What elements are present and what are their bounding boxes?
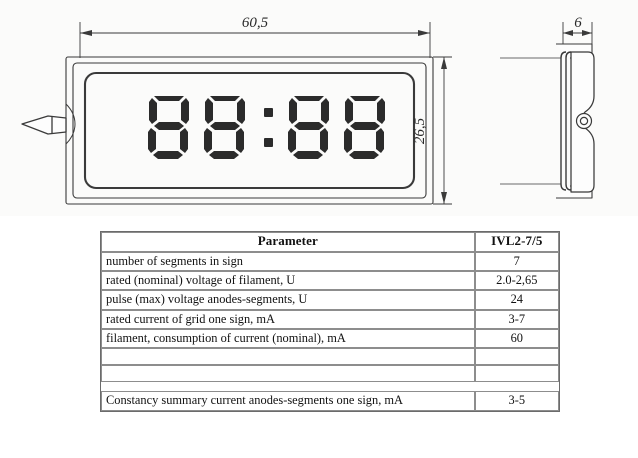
cell-parameter: Constancy summary current anodes-segment… <box>101 391 475 411</box>
cell-parameter <box>101 365 475 383</box>
height-dimension-label: 26,5 <box>412 117 428 144</box>
cell-value <box>474 348 559 366</box>
table-header-row: Parameter IVL2-7/5 <box>101 232 559 252</box>
cell-parameter: rated (nominal) voltage of filament, U <box>101 271 475 291</box>
outline-drawing-svg: 60,5 26,5 6 <box>21 15 595 205</box>
cell-value: 3-5 <box>474 391 559 411</box>
width-dimension-line <box>80 30 430 36</box>
table-row-empty <box>101 365 559 383</box>
cell-value: 60 <box>474 329 559 349</box>
table-row: rated current of grid one sign, mA 3-7 <box>101 309 559 329</box>
table-spacer-row <box>101 382 559 391</box>
cell-parameter: number of segments in sign <box>101 251 475 272</box>
cell-value: 2.0-2,65 <box>474 271 559 291</box>
table-row: filament, consumption of current (nomina… <box>101 329 559 349</box>
seven-segment-colon <box>264 108 273 147</box>
seven-segment-digit-4 <box>344 96 385 159</box>
table-row: pulse (max) voltage anodes-segments, U 2… <box>101 290 559 310</box>
cell-parameter: rated current of grid one sign, mA <box>101 309 475 329</box>
depth-dimension-line <box>562 22 593 44</box>
seven-segment-readout <box>148 96 385 159</box>
column-header-model: IVL2-7/5 <box>474 232 559 252</box>
mounting-boss-inner <box>579 116 589 126</box>
cell-value: 3-7 <box>474 309 559 329</box>
width-dimension-label: 60,5 <box>242 15 269 31</box>
cell-parameter: filament, consumption of current (nomina… <box>101 329 475 349</box>
column-header-parameter: Parameter <box>101 232 475 252</box>
seven-segment-digit-1 <box>148 96 189 159</box>
dimension-extension-lines <box>79 22 431 58</box>
display-window <box>83 71 416 190</box>
exhaust-tip <box>21 103 76 145</box>
specification-table: Parameter IVL2-7/5 number of segments in… <box>100 231 560 412</box>
table-row: rated (nominal) voltage of filament, U 2… <box>101 271 559 291</box>
table-row-empty <box>101 348 559 366</box>
seven-segment-digit-3 <box>288 96 329 159</box>
cell-value: 7 <box>474 251 559 272</box>
depth-dimension-label: 6 <box>574 15 582 31</box>
bezel-outline <box>72 62 427 199</box>
table-row: Constancy summary current anodes-segment… <box>101 391 559 411</box>
cell-parameter: pulse (max) voltage anodes-segments, U <box>101 290 475 310</box>
outline-drawing-panel: 60,5 26,5 6 <box>0 0 638 216</box>
height-dimension-line <box>441 57 447 204</box>
cell-parameter <box>101 348 475 366</box>
specification-table-panel: Parameter IVL2-7/5 number of segments in… <box>0 216 638 458</box>
cell-value <box>474 365 559 383</box>
side-view <box>500 43 595 199</box>
seven-segment-digit-2 <box>204 96 245 159</box>
table-row: number of segments in sign 7 <box>101 251 559 272</box>
cell-value: 24 <box>474 290 559 310</box>
